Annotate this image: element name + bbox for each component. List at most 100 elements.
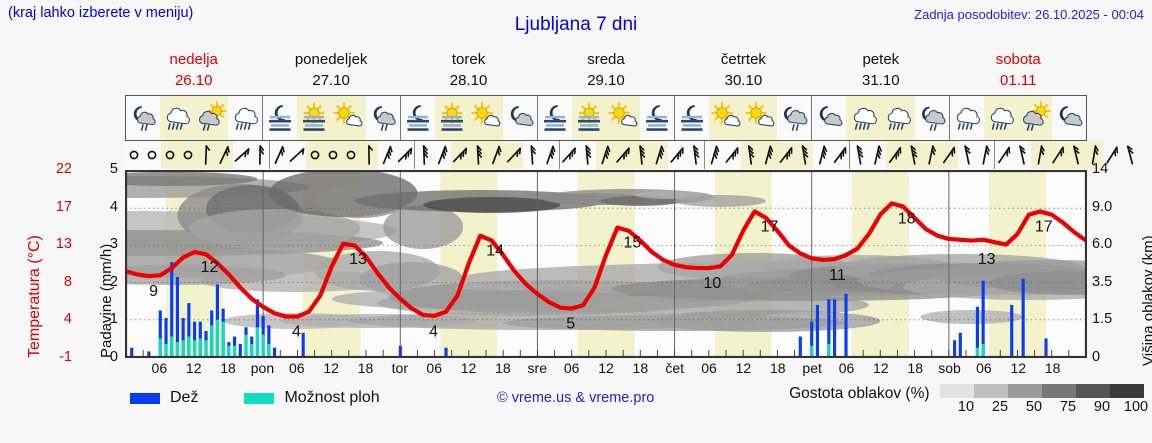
precip-bar (810, 345, 814, 357)
wind-barb-icon (288, 141, 306, 169)
precip-bar (227, 345, 231, 357)
cloud-density-step-2: 50 (1025, 399, 1043, 415)
precip-bar (981, 343, 985, 357)
wind-barb-icon (686, 141, 704, 169)
x-tick-label-24: 06 (976, 360, 992, 376)
night-fog-icon (400, 96, 435, 140)
cloudheight-axis-title-text: Višina oblakov (km) (1140, 235, 1152, 366)
wind-barb-icon (614, 141, 632, 169)
day-header-5: petek 31.10 (812, 50, 949, 94)
cloud-density-step-5: 100 (1123, 399, 1149, 415)
precip-bar (827, 299, 831, 357)
wind-barb-icon (831, 141, 849, 169)
day-date: 01.11 (1000, 72, 1037, 89)
icon-day-6 (949, 96, 1086, 140)
wind-barb-icon (541, 141, 559, 169)
cloudheight-tick-0: 14 (1092, 161, 1109, 177)
cloudheight-tick-3: 3.5 (1092, 273, 1113, 290)
x-tick-label-12: 06 (563, 360, 580, 376)
x-tick-label-18: 18 (769, 360, 786, 376)
wind-barb-icon (868, 141, 886, 169)
wind-barb-icon (668, 141, 686, 169)
precip-bar (958, 332, 962, 357)
wind-barb-icon (451, 141, 469, 169)
x-tick-label-0: 06 (151, 360, 168, 376)
precipitation-tick-4: 1 (109, 311, 118, 328)
x-tick-label-6: 18 (357, 360, 374, 376)
precip-bar (210, 325, 214, 357)
precip-bar (187, 336, 191, 357)
wind-barb-icon (415, 141, 433, 169)
precip-bar (953, 340, 957, 357)
cloud-density-swatch-5 (1110, 384, 1144, 398)
wind-barb-icon (179, 141, 197, 169)
sun-cloud-icon (743, 96, 778, 140)
precip-bar (301, 332, 305, 357)
sun-cloud-rain-icon (1017, 96, 1052, 140)
cloud-density-swatch-3 (1042, 384, 1076, 398)
wind-day-1 (270, 141, 415, 169)
x-tick-label-10: 18 (495, 360, 511, 376)
wind-day-3 (560, 141, 705, 169)
x-tick-label-5: 12 (323, 360, 339, 376)
precip-bar (833, 299, 837, 357)
x-tick-label-13: 12 (598, 360, 614, 376)
rain-color-swatch (130, 392, 160, 404)
day-name: nedelja (169, 51, 218, 68)
precip-bar (250, 343, 254, 357)
wind-barb-icon (251, 141, 269, 169)
x-tick-label-16: 06 (701, 360, 717, 376)
wind-barb-icon (1013, 141, 1031, 169)
wind-barb-icon (378, 141, 396, 169)
night-cloud-rain-icon (777, 96, 812, 140)
precip-bar (1010, 304, 1014, 357)
temperature-label: 17 (1035, 218, 1053, 235)
sun-cloud-icon (468, 96, 503, 140)
day-date: 26.10 (174, 72, 213, 89)
legend-item-showers: Možnost ploh (244, 389, 380, 407)
precip-bar (147, 351, 151, 357)
wind-barb-icon (777, 141, 795, 169)
wind-barb-icon (487, 141, 505, 169)
temperature-tick-0: 22 (55, 161, 72, 177)
precip-bar (255, 327, 259, 357)
icon-day-2 (400, 96, 538, 140)
wind-barb-icon (1121, 141, 1139, 169)
precip-bar (444, 347, 448, 357)
precip-bar (204, 340, 208, 357)
series-legend: Dež Možnost ploh (130, 386, 426, 410)
precip-bar (810, 321, 814, 357)
copyright-link[interactable]: © vreme.us & vreme.pro (497, 390, 655, 406)
x-tick-label-2: 18 (220, 360, 236, 376)
cloud-density-step-0: 10 (957, 399, 975, 415)
wind-barb-icon (1067, 141, 1085, 169)
cloud-rain-icon (983, 96, 1018, 140)
precip-bar (181, 317, 185, 357)
precipitation-tick-0: 5 (109, 161, 118, 177)
last-updated-label: Zadnja posodobitev: 26.10.2025 - 00:04 (914, 7, 1144, 22)
night-fog-icon (537, 96, 572, 140)
wind-barb-icon (233, 141, 251, 169)
precip-bar (273, 347, 277, 357)
icon-day-5 (812, 96, 950, 140)
day-date: 28.10 (449, 72, 488, 89)
cloudheight-tick-4: 1.5 (1092, 311, 1113, 328)
precip-bar (261, 334, 265, 357)
night-fog-icon (263, 96, 298, 140)
wind-day-6 (995, 141, 1139, 169)
x-tick-label-25: 12 (1010, 360, 1027, 376)
cloud-density-swatch-2 (1008, 384, 1042, 398)
temperature-tick-1: 17 (55, 198, 72, 215)
precip-bar (815, 304, 819, 357)
wind-barb-icon (270, 141, 288, 169)
cloud-rain-icon (880, 96, 915, 140)
precip-bar (975, 347, 979, 357)
precip-bar (827, 343, 831, 357)
precip-bar (170, 336, 174, 357)
precip-bar (193, 321, 197, 357)
temperature-tick-2: 13 (55, 236, 72, 253)
precipitation-tick-5: 0 (109, 349, 118, 365)
icon-day-0 (126, 96, 264, 140)
temperature-curve (126, 201, 1086, 319)
wind-barb-icon (1031, 141, 1049, 169)
